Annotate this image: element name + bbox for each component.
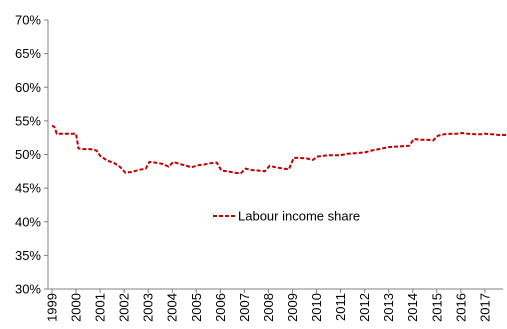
x-tick-label: 2008	[261, 293, 276, 322]
x-tick-label: 2002	[117, 293, 132, 322]
x-tick-label: 2014	[405, 293, 420, 322]
x-tick-label: 2017	[477, 293, 492, 322]
x-tick-label: 2007	[237, 293, 252, 322]
x-axis: 1999 2000 2001 2002 2003 2004 2005 2006 2007 2008…	[45, 288, 503, 322]
x-tick-label: 2015	[429, 293, 444, 322]
series-layer	[51, 124, 507, 175]
y-tick-label: 40%	[15, 214, 41, 229]
y-tick-label: 65%	[15, 46, 41, 61]
x-tick-label: 2001	[93, 293, 108, 322]
legend: Labour income share	[213, 209, 360, 224]
y-tick-label: 55%	[15, 113, 41, 128]
x-tick-label: 2006	[213, 293, 228, 322]
y-tick-label: 35%	[15, 248, 41, 263]
x-tick-label: 2011	[333, 293, 348, 321]
y-tick-label: 50%	[15, 147, 41, 162]
x-tick-label: 2009	[285, 293, 300, 322]
x-tick-label: 1999	[45, 293, 60, 322]
x-tick-label: 2005	[189, 293, 204, 322]
series-line-labour-income-share	[51, 124, 507, 175]
legend-label: Labour income share	[238, 209, 360, 224]
x-tick-label: 2010	[309, 293, 324, 322]
x-tick-label: 2012	[357, 293, 372, 322]
x-tick-label: 2013	[381, 293, 396, 322]
x-tick-label: 2004	[165, 293, 180, 322]
x-tick-label: 2003	[141, 293, 156, 322]
x-tick-label: 2000	[69, 293, 84, 322]
x-tick-label: 2016	[453, 293, 468, 322]
y-tick-label: 70%	[15, 13, 41, 28]
y-axis: 30% 35% 40% 45% 50% 55% 60% 65% 70%	[15, 13, 49, 297]
y-tick-label: 45%	[15, 181, 41, 196]
y-tick-label: 60%	[15, 80, 41, 95]
y-tick-label: 30%	[15, 282, 41, 297]
